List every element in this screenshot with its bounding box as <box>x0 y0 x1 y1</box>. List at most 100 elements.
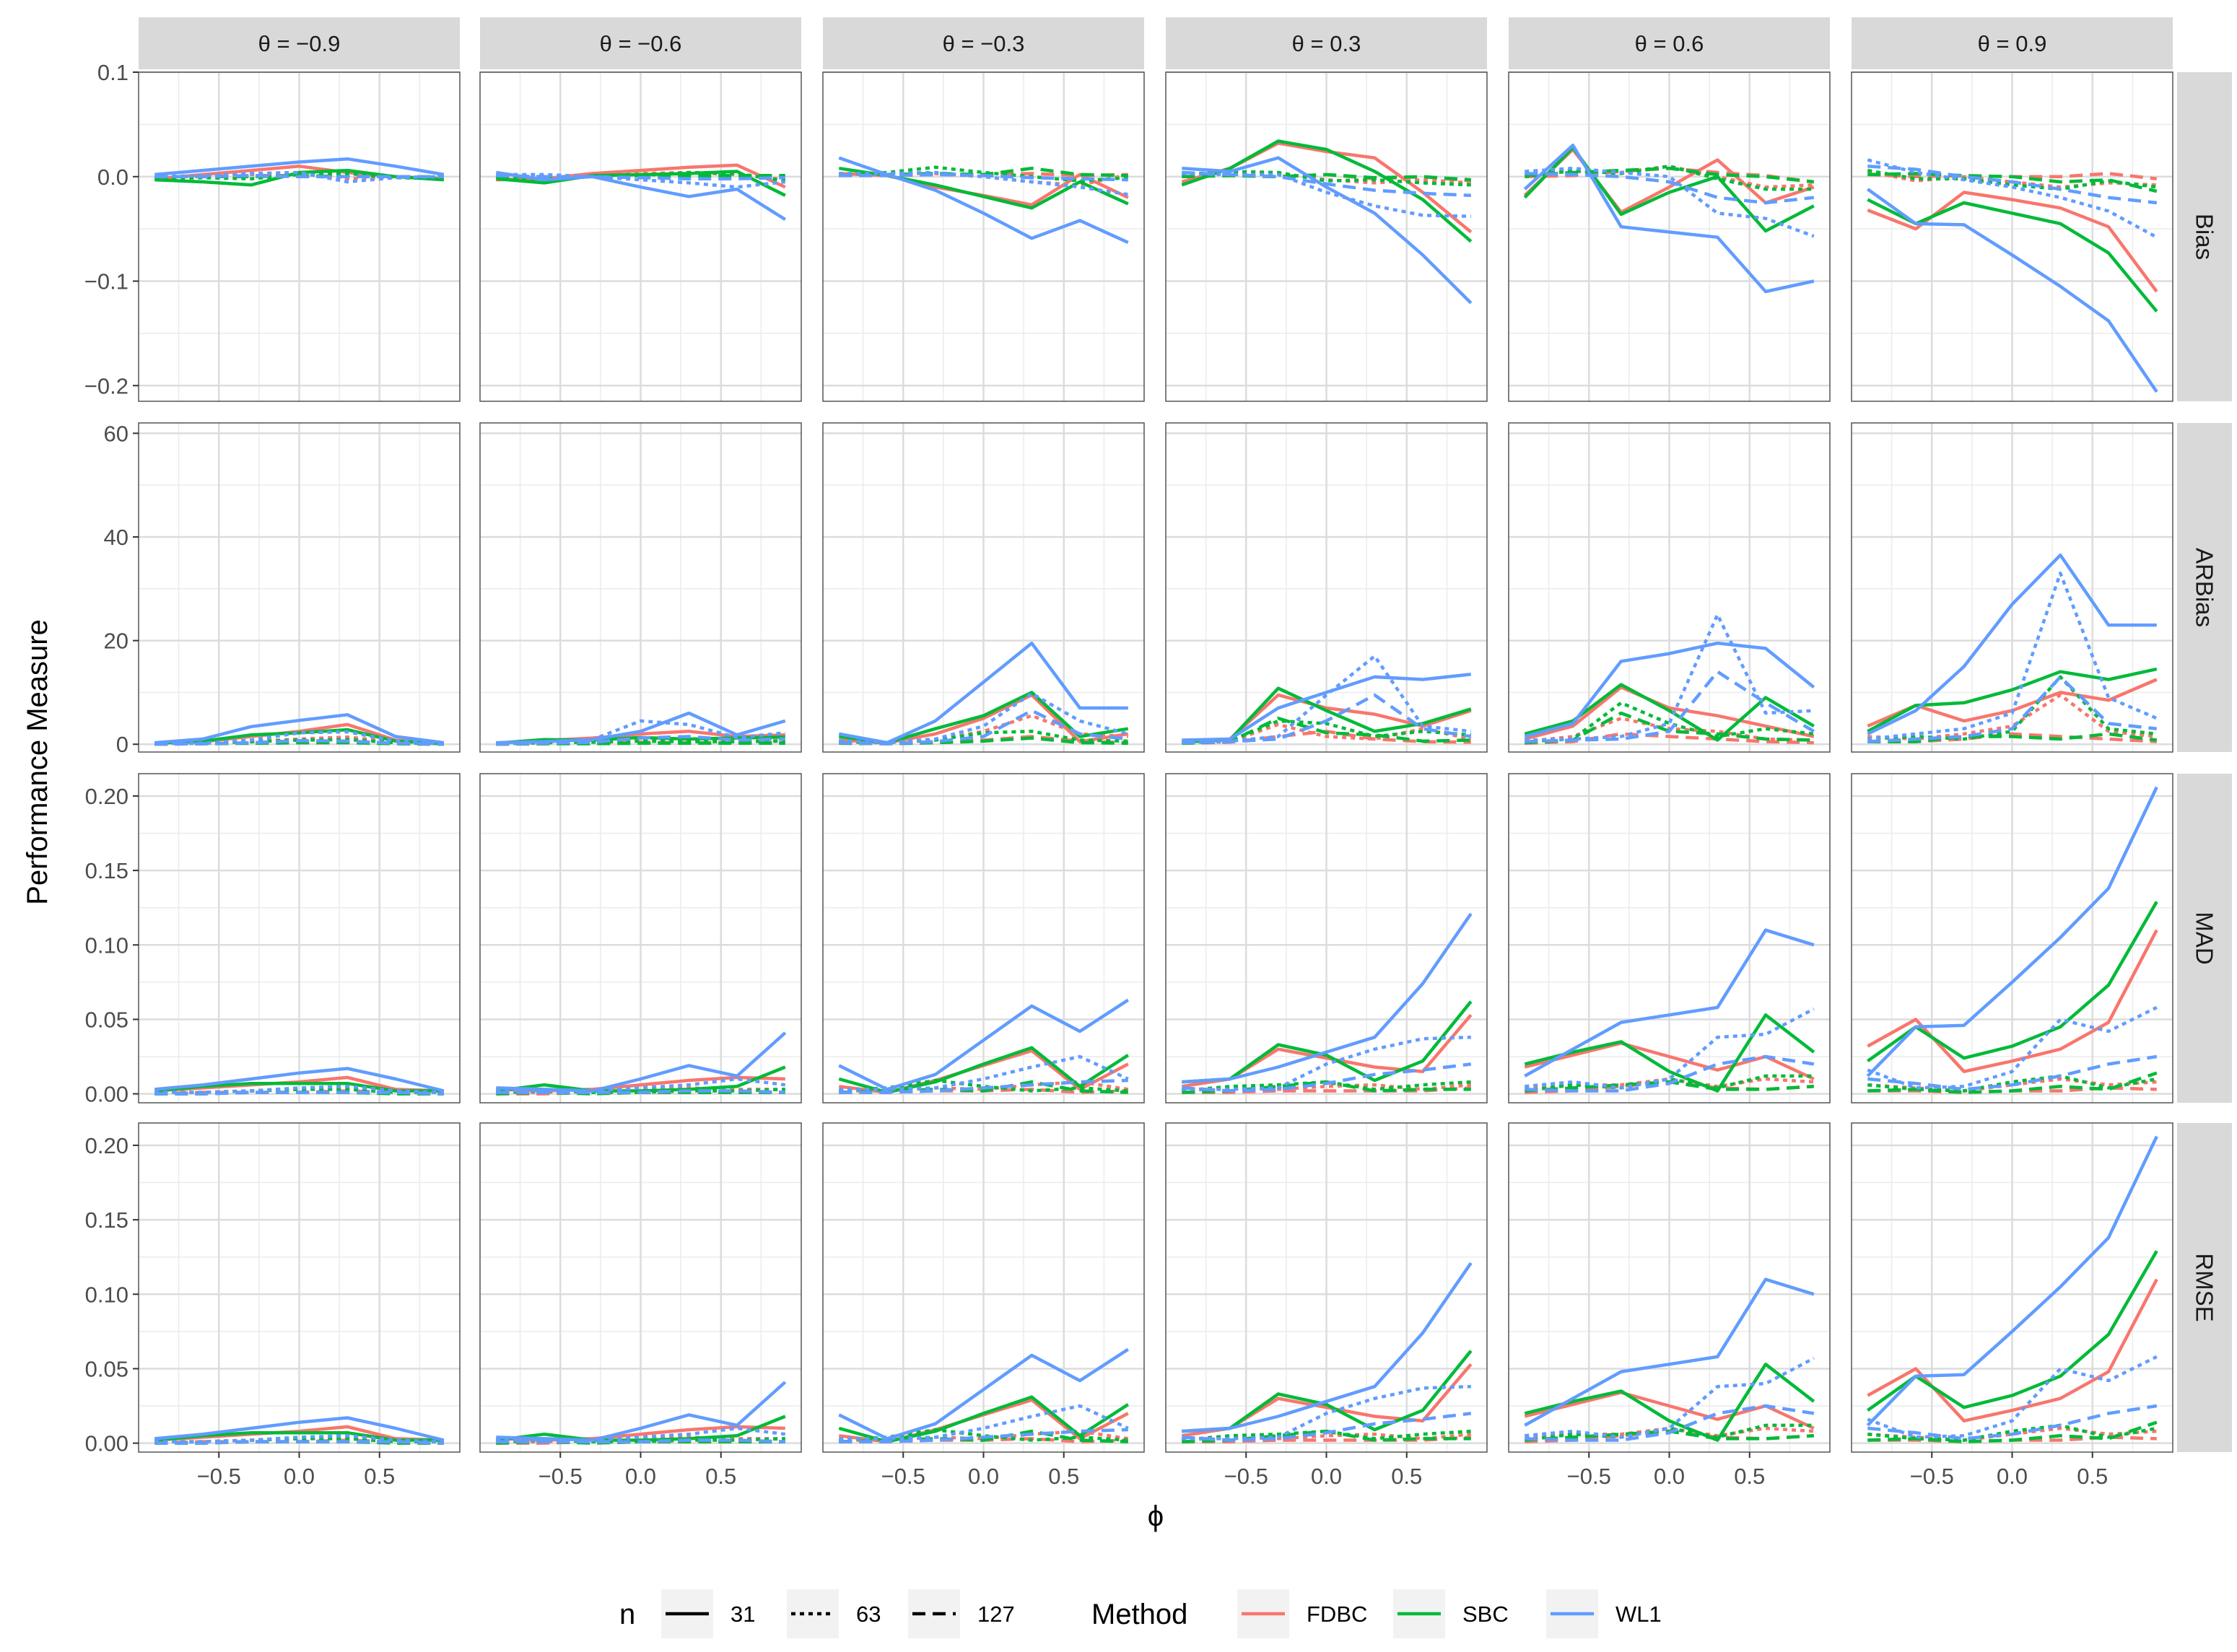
series-line-wl1-n31 <box>1866 1135 2158 1427</box>
column-strip <box>1509 17 1830 69</box>
series-line-wl1-n63 <box>1182 654 1472 744</box>
series-line-fdbc-n63 <box>1182 722 1472 745</box>
y-axis-title: Performance Measure <box>22 619 53 905</box>
x-tick-label: 0.5 <box>1734 1464 1765 1489</box>
panel-border <box>822 422 1145 753</box>
series-line-wl1-n127 <box>1867 165 2158 205</box>
series-line-wl1-n31 <box>1182 156 1473 305</box>
panel-mad-1 <box>139 774 460 1103</box>
column-strip-label: θ = 0.9 <box>1978 31 2047 56</box>
series-line-wl1-n127 <box>1525 1054 1815 1093</box>
series-line-sbc-n31 <box>154 168 444 187</box>
series-line-wl1-n127 <box>496 735 785 746</box>
x-tick-label: 0.5 <box>1048 1464 1079 1489</box>
series-line-wl1-n31 <box>1182 673 1472 742</box>
series-line-wl1-n127 <box>1525 172 1815 205</box>
x-axis-title: ϕ <box>1148 1500 1164 1532</box>
y-tick-label: 0.10 <box>85 932 128 958</box>
y-tick-label: 0.00 <box>85 1431 128 1456</box>
panel-arbias-2 <box>480 423 801 752</box>
y-tick-label: 40 <box>104 525 128 550</box>
series-line-wl1-n63 <box>1182 1035 1471 1091</box>
column-strip-label: θ = 0.6 <box>1635 31 1704 56</box>
y-tick-label: −0.2 <box>84 373 128 398</box>
legend-method-label: SBC <box>1462 1601 1509 1627</box>
y-tick-label: 0.05 <box>85 1007 128 1032</box>
y-tick-label: 0.20 <box>85 1133 128 1158</box>
panel-border <box>138 422 461 753</box>
panel-bias-5 <box>1509 71 1830 401</box>
x-tick-label: 0.0 <box>1311 1464 1342 1489</box>
row-strip-label: MAD <box>2192 912 2218 964</box>
series-line-wl1-n127 <box>1182 1412 1472 1442</box>
series-line-wl1-n127 <box>839 172 1128 182</box>
x-tick-label: 0.0 <box>1654 1464 1685 1489</box>
series-line-wl1-n127 <box>839 709 1129 746</box>
panel-arbias-1 <box>139 423 460 752</box>
y-tick-label: 0.1 <box>97 60 128 85</box>
series-line-wl1-n63 <box>1867 572 2158 741</box>
panel-border <box>822 71 1145 402</box>
y-tick-label: 0.15 <box>85 858 128 883</box>
series-line-fdbc-n31 <box>1867 1278 2158 1422</box>
panel-arbias-6 <box>1852 423 2173 752</box>
panel-border <box>1165 773 1488 1103</box>
legend-n-title: n <box>619 1599 635 1630</box>
panel-border <box>1851 422 2173 753</box>
series-line-wl1-n127 <box>1525 670 1815 743</box>
series-line-wl1-n127 <box>1867 1054 2158 1091</box>
y-tick-label: 0.05 <box>85 1356 128 1381</box>
x-tick-label: 0.0 <box>1997 1464 2028 1489</box>
y-tick-label: 0.00 <box>85 1082 128 1107</box>
x-tick-label: 0.0 <box>968 1464 999 1489</box>
series-line-sbc-n31 <box>1524 1013 1815 1093</box>
panel-border <box>1851 773 2173 1103</box>
column-strip <box>823 17 1144 69</box>
panel-rmse-1 <box>139 1123 460 1452</box>
series-line-wl1-n31 <box>838 998 1130 1091</box>
series-line-sbc-n63 <box>1867 1074 2158 1093</box>
x-tick-label: −0.5 <box>197 1464 241 1489</box>
x-tick-label: −0.5 <box>1567 1464 1611 1489</box>
column-strip <box>1852 17 2173 69</box>
series-line-sbc-n127 <box>1525 166 1815 184</box>
panel-arbias-5 <box>1509 423 1830 752</box>
series-line-sbc-n127 <box>1867 1071 2158 1094</box>
column-strip <box>480 17 801 69</box>
series-line-wl1-n127 <box>496 1089 785 1094</box>
row-strip-label: Bias <box>2192 214 2218 260</box>
series-line-wl1-n63 <box>839 691 1129 745</box>
series-line-wl1-n31 <box>1866 188 2158 393</box>
panel-rmse-3 <box>823 1123 1144 1452</box>
series-line-wl1-n127 <box>839 1428 1128 1443</box>
y-tick-label: 0.20 <box>85 784 128 809</box>
panel-border <box>1508 773 1831 1103</box>
row-strip <box>2177 72 2232 401</box>
panel-border <box>822 773 1145 1103</box>
series-line-wl1-n63 <box>496 719 786 746</box>
series-line-wl1-n31 <box>495 170 786 222</box>
panel-border <box>479 71 802 402</box>
series-line-fdbc-n31 <box>1867 929 2158 1073</box>
series-line-fdbc-n31 <box>1867 191 2158 293</box>
y-tick-label: −0.1 <box>84 269 128 294</box>
series-line-sbc-n63 <box>1525 1074 1814 1093</box>
column-strip-label: θ = 0.3 <box>1292 31 1361 56</box>
panel-rmse-2 <box>480 1123 801 1452</box>
series-line-wl1-n127 <box>154 174 444 179</box>
series-line-wl1-n127 <box>839 1078 1128 1094</box>
x-tick-label: 0.5 <box>1391 1464 1422 1489</box>
x-tick-label: −0.5 <box>538 1464 583 1489</box>
panel-bias-4 <box>1166 71 1487 401</box>
panel-bias-2 <box>480 71 801 401</box>
series-line-fdbc-n31 <box>1524 685 1815 741</box>
panel-bias-6 <box>1852 71 2173 401</box>
series-line-wl1-n31 <box>1524 1277 1815 1427</box>
panel-border <box>1851 71 2173 402</box>
series-line-wl1-n31 <box>154 713 445 745</box>
panel-mad-2 <box>480 774 801 1103</box>
series-line-wl1-n31 <box>1523 144 1815 294</box>
series-line-wl1-n31 <box>1867 553 2157 735</box>
series-line-wl1-n63 <box>839 1404 1129 1441</box>
